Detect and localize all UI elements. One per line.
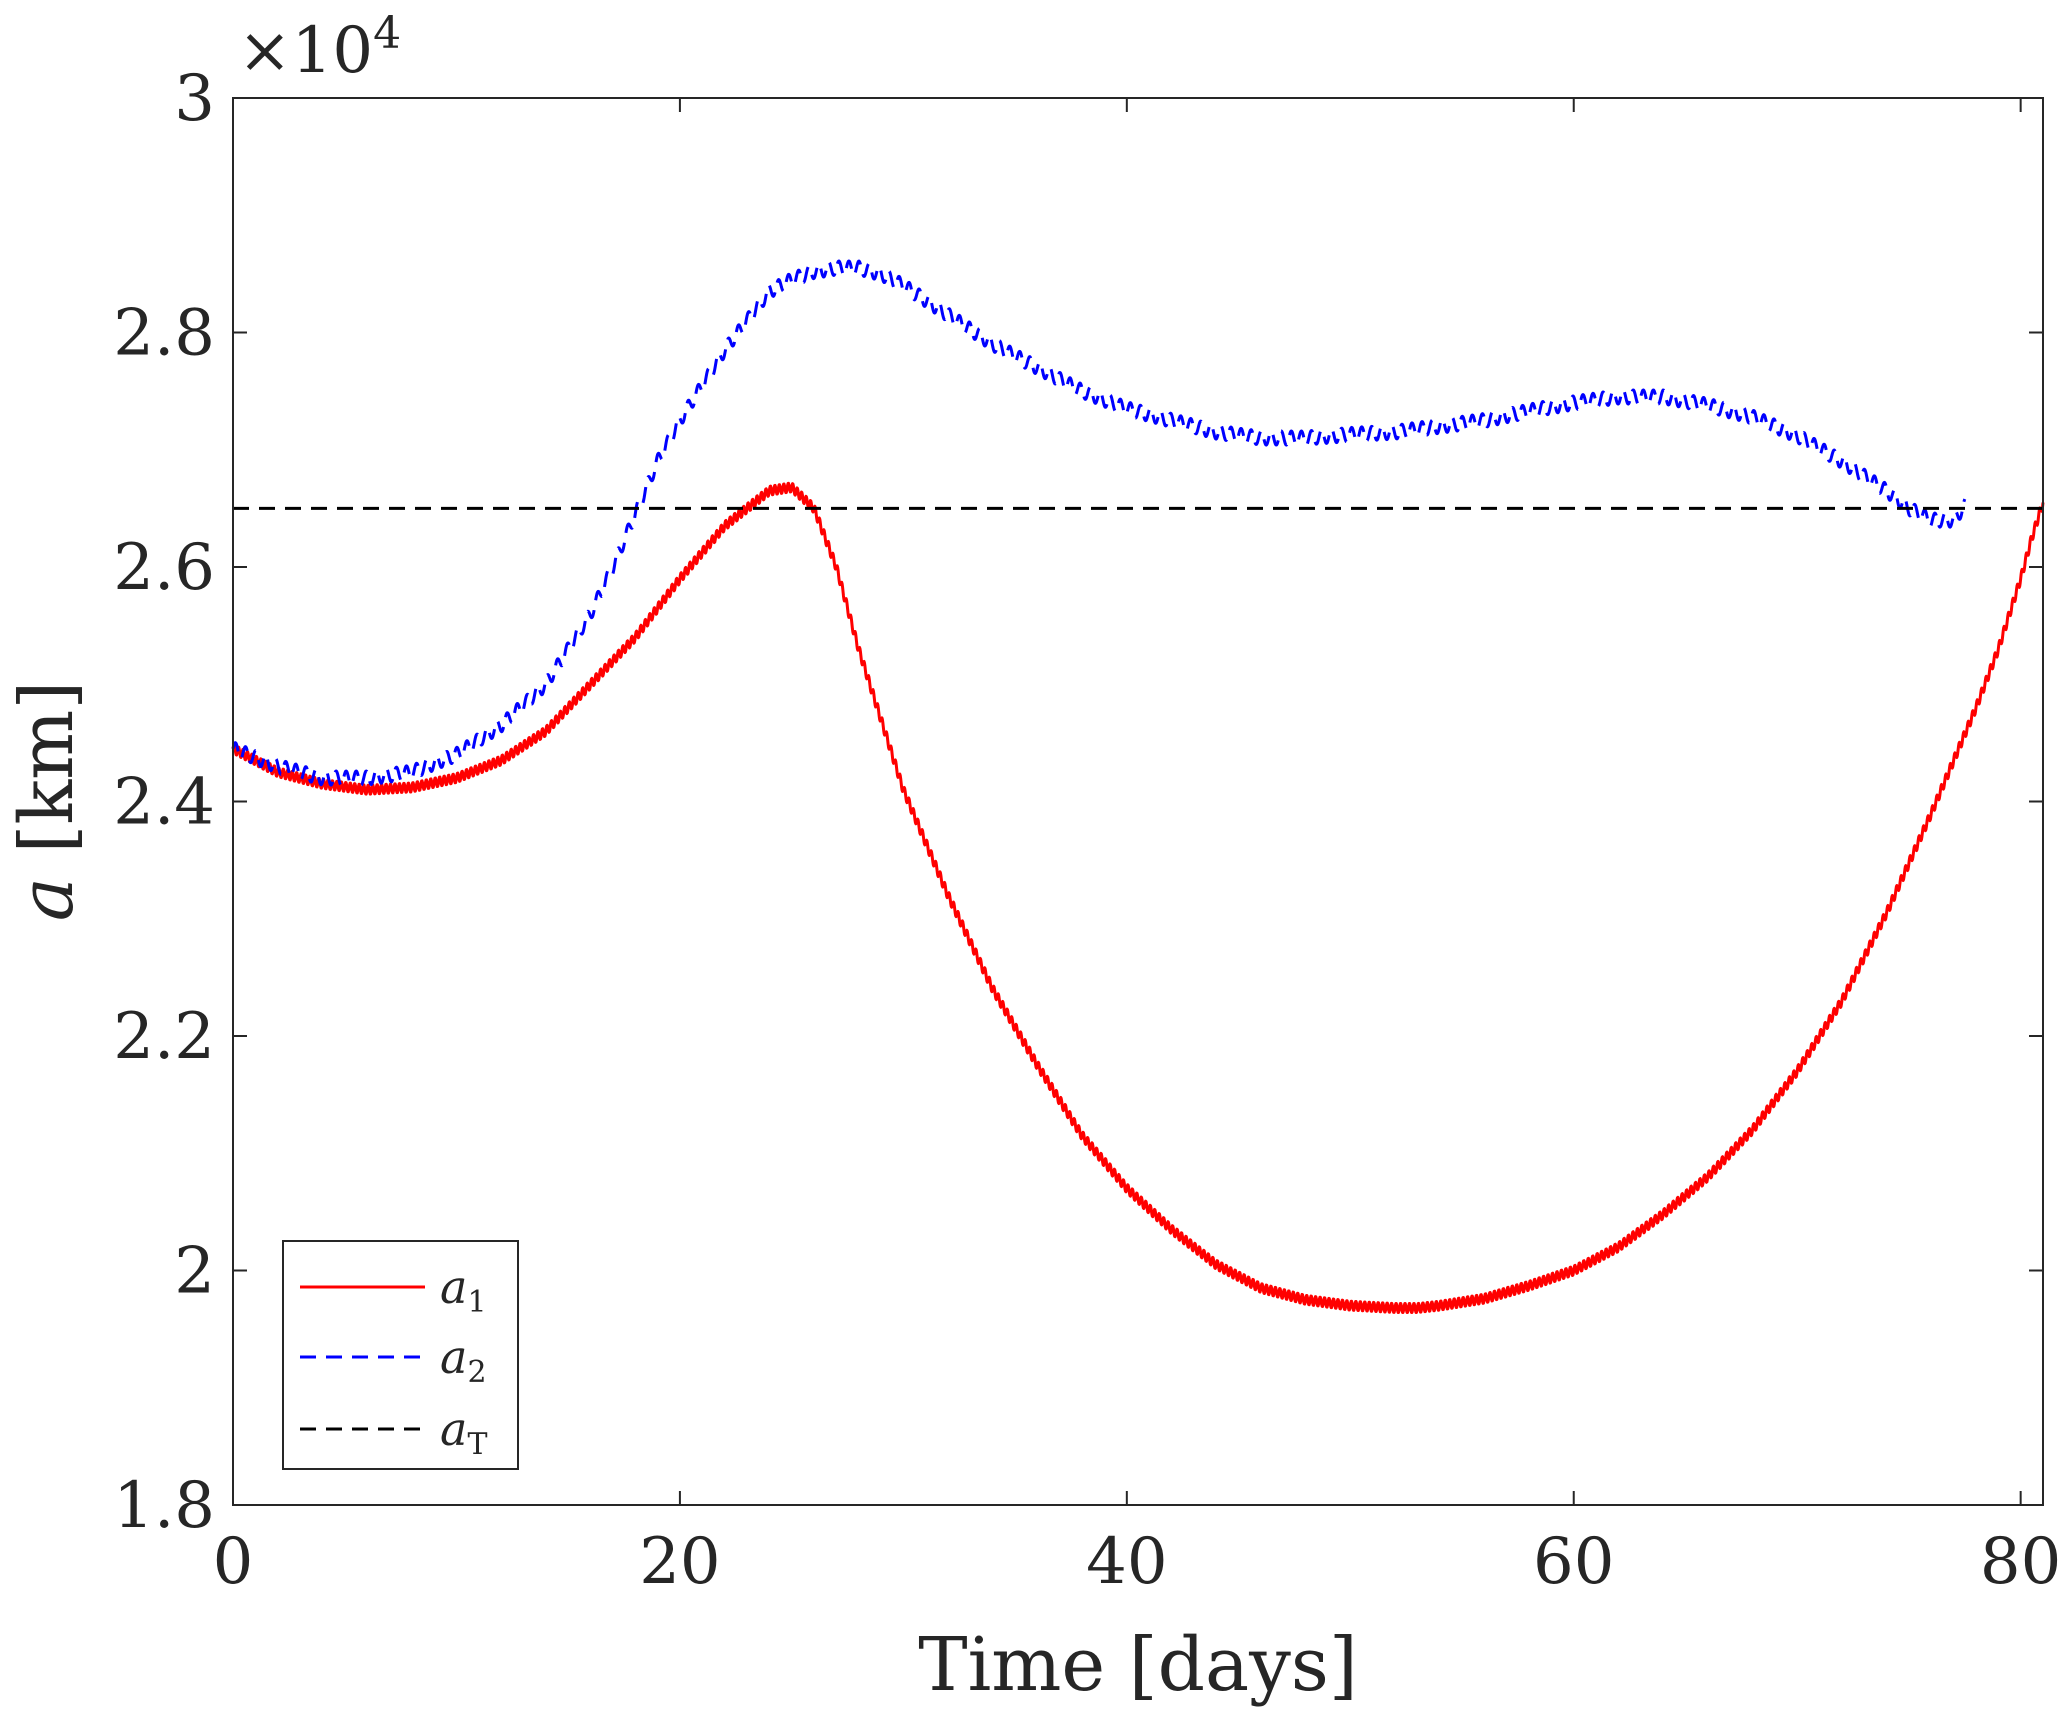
legend-box	[282, 1240, 519, 1470]
y-tick-label: 2.2	[113, 1000, 215, 1074]
series-layer	[231, 259, 2045, 1314]
legend-label-aT: aT	[440, 1402, 487, 1462]
x-tick-label: 0	[213, 1525, 254, 1599]
y-tick-label: 1.8	[113, 1469, 215, 1543]
x-tick-label: 40	[1086, 1525, 1167, 1599]
plot-frame	[232, 97, 2044, 1506]
y-axis-title: a [km]	[4, 681, 90, 921]
legend-label-a2: a2	[440, 1330, 487, 1390]
y-tick-label: 2.8	[113, 297, 215, 371]
legend: a1 a2 aT	[282, 1240, 519, 1470]
series-line-a1	[231, 481, 2045, 1314]
tick-layer: 0 20 40 60 80 1.8 2 2.2 2.4 2.6 2.8 3	[113, 62, 2061, 1599]
legend-label-a1: a1	[440, 1260, 487, 1320]
y-tick-label: 2.4	[113, 766, 215, 840]
y-tick-label: 2	[174, 1235, 215, 1309]
x-tick-label: 80	[1980, 1525, 2061, 1599]
x-axis-title: Time [days]	[918, 1622, 1358, 1708]
x-tick-label: 60	[1533, 1525, 1614, 1599]
exponent-label: ×104	[238, 8, 401, 88]
x-tick-label: 20	[639, 1525, 720, 1599]
plot-area	[233, 98, 2043, 1505]
y-tick-label: 3	[174, 62, 215, 136]
series-line-a2	[231, 259, 1967, 787]
y-tick-label: 2.6	[113, 531, 215, 605]
